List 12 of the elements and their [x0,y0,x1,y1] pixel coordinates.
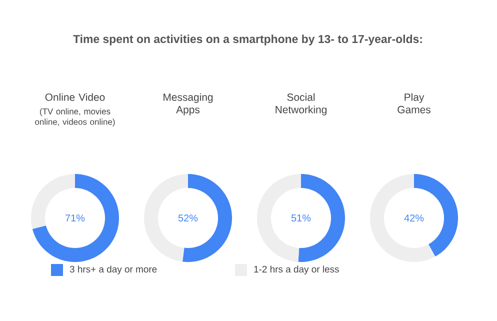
text: Time spent on activities on a smartphone by 13- to 17-year-olds: [73,34,422,46]
text: 71% [66,214,85,222]
legend-label: 3 hrs+ a day or more [70,266,157,274]
text: 52% [178,214,198,222]
chart-title: Messaging Apps [164,93,213,116]
chart-title: Play Games [398,93,430,114]
chart-title: Online Video [45,93,105,101]
text: 51% [291,214,311,222]
text: 42% [404,214,424,222]
chart-subtitle: (TV online, movies online, videos online) [35,108,115,127]
chart-title: Social Networking [276,93,326,116]
legend-label: 1-2 hrs a day or less [254,266,339,274]
